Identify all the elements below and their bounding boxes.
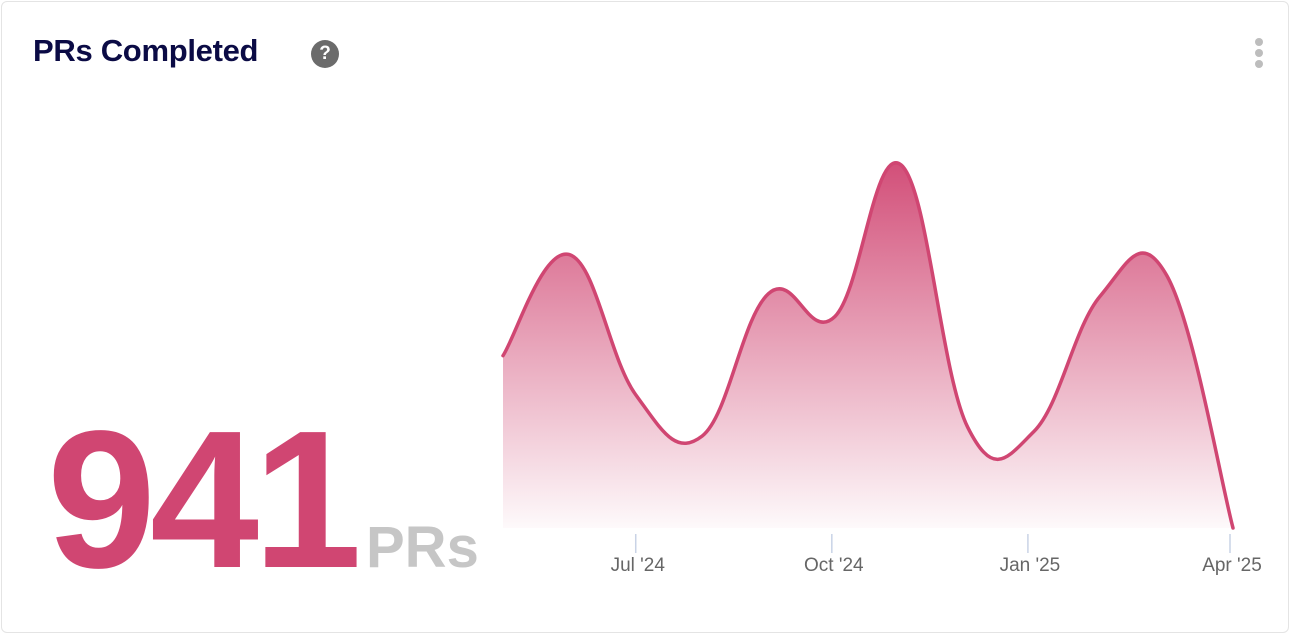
total-unit: PRs: [366, 515, 479, 580]
question-circle-icon[interactable]: ?: [311, 40, 339, 68]
x-tick-label: Jul '24: [611, 555, 666, 576]
x-tick-label: Oct '24: [804, 555, 864, 576]
area-fill: [503, 162, 1233, 528]
x-tick-label: Apr '25: [1202, 555, 1262, 576]
card-title: PRs Completed: [33, 33, 259, 68]
total-value: 941: [47, 390, 362, 609]
x-tick-label: Jan '25: [1000, 555, 1061, 576]
vertical-ellipsis-icon[interactable]: [1252, 38, 1266, 70]
series-line: [501, 161, 1235, 530]
